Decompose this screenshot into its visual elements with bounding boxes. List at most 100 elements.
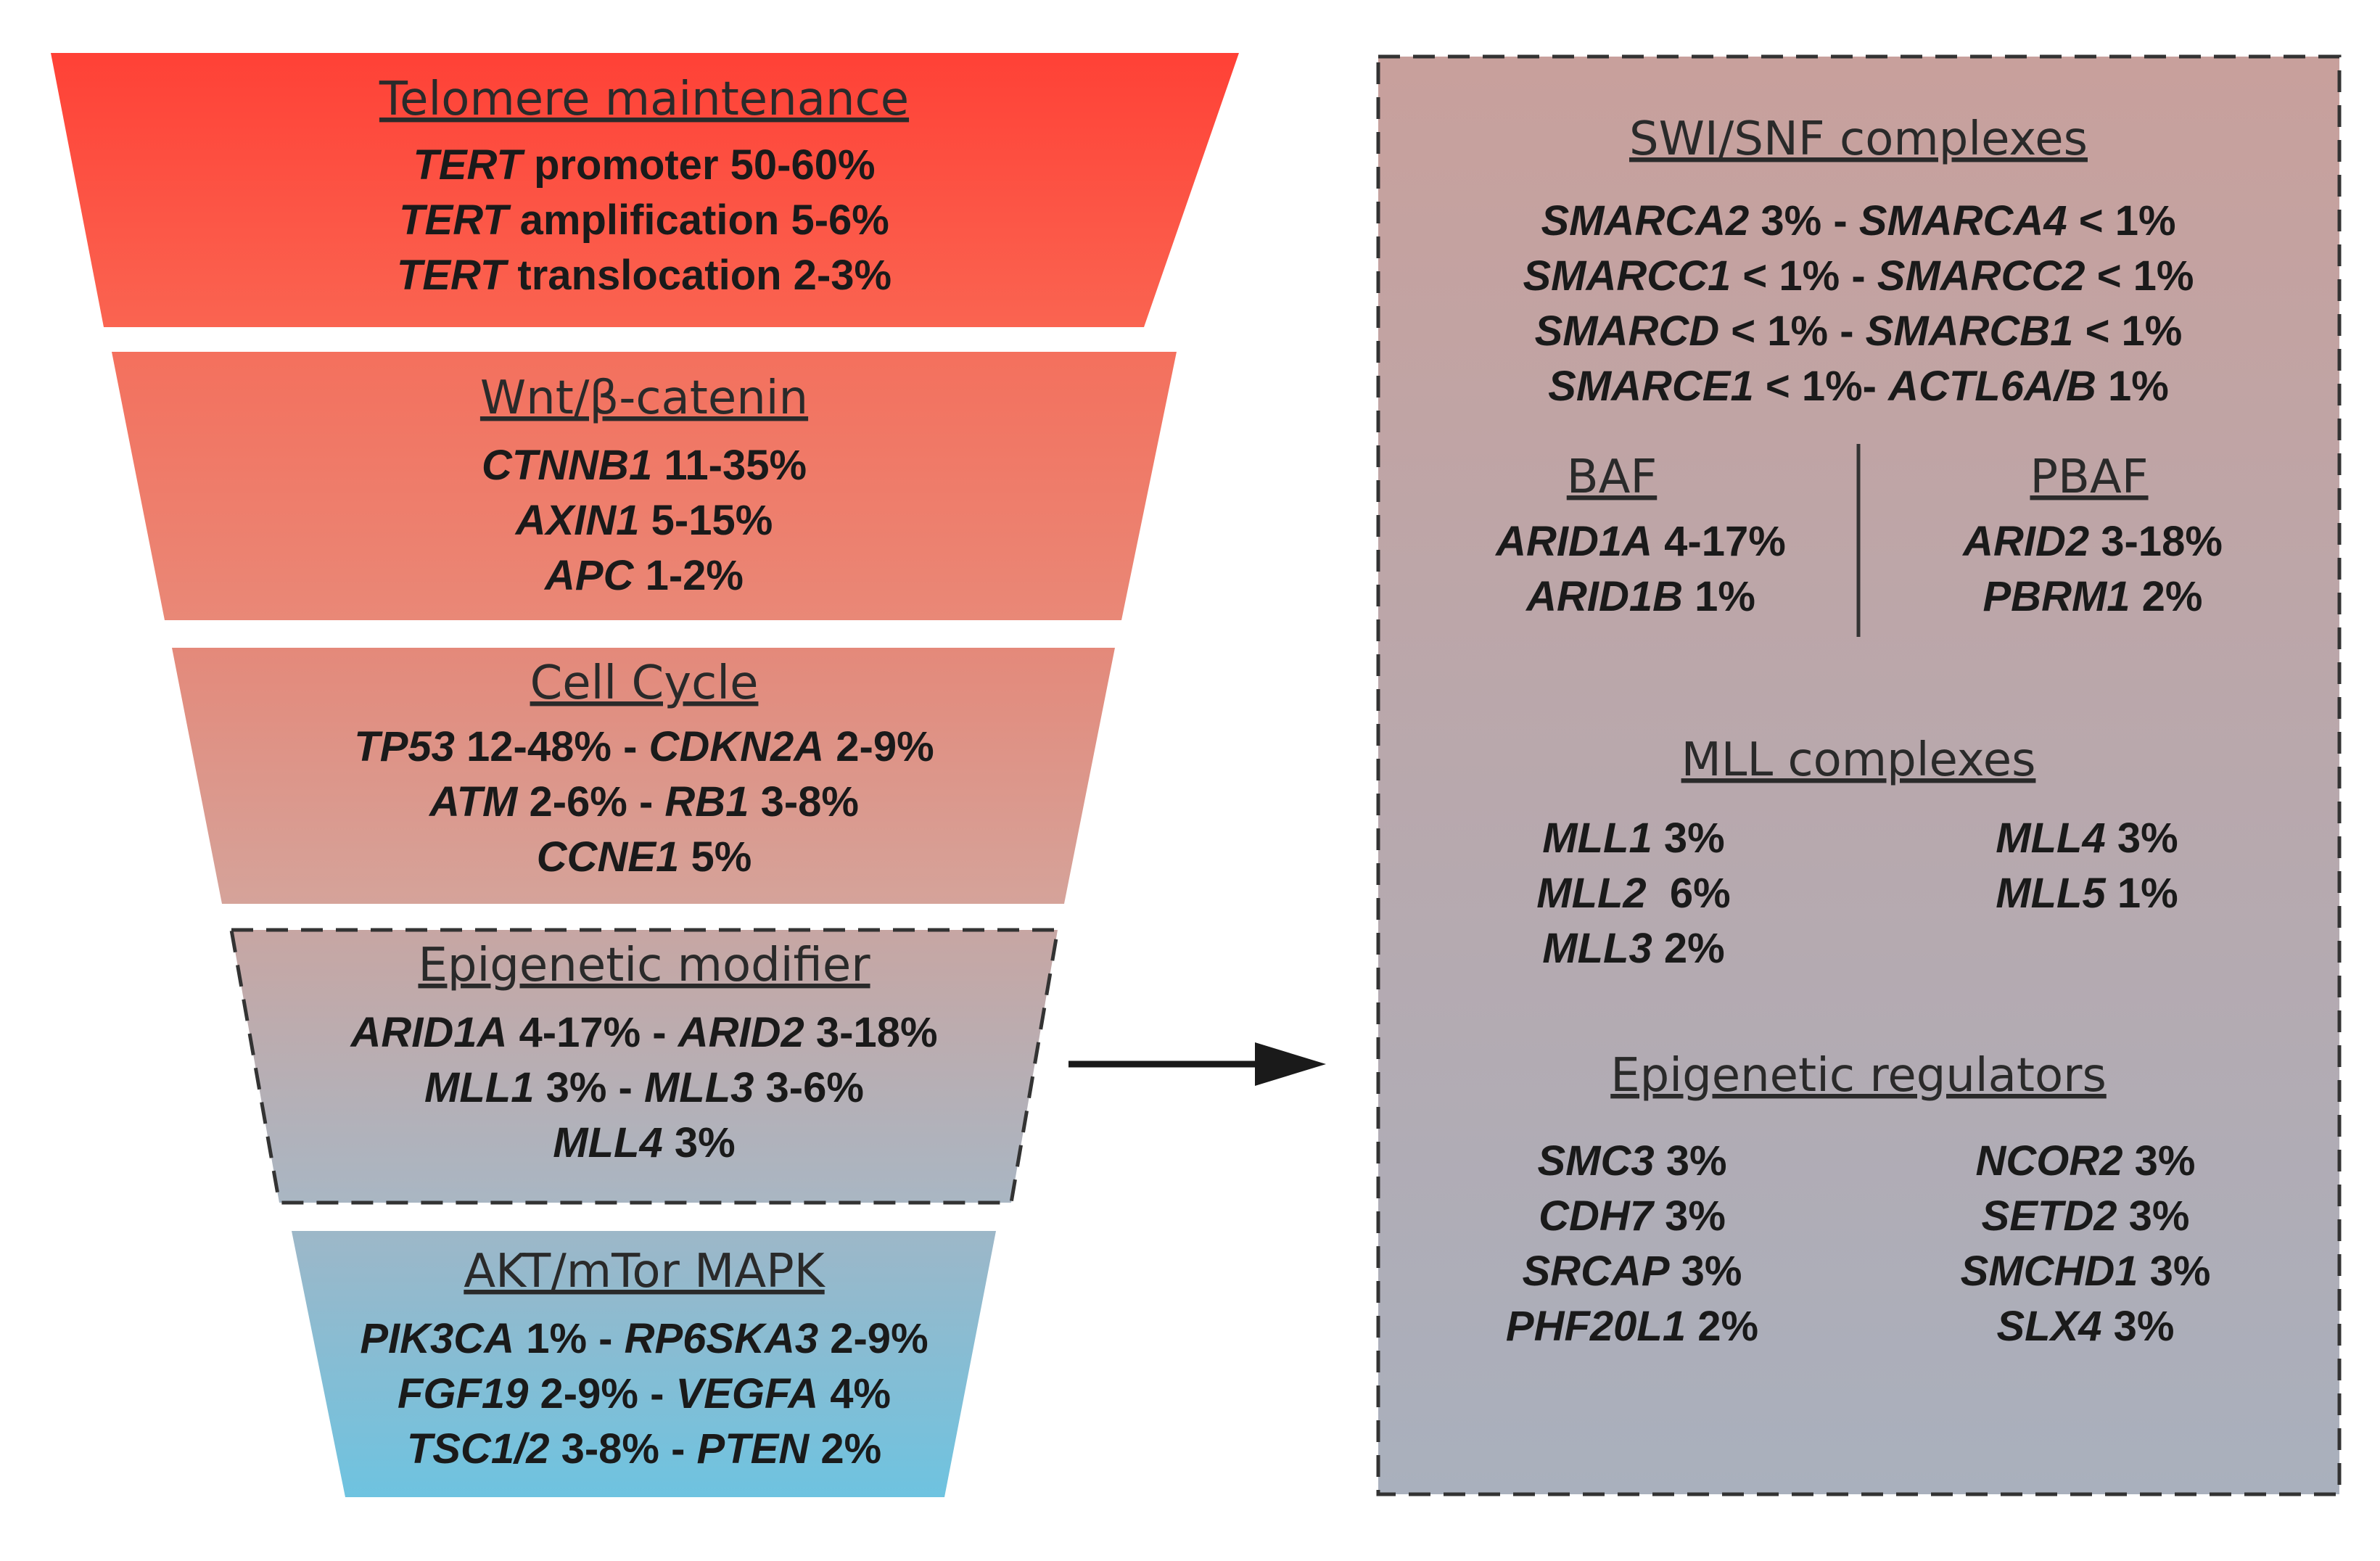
gene-frequency: amplification 5-6% <box>508 197 889 244</box>
gene-frequency: 3% <box>663 1119 736 1166</box>
tier-cell-cycle-line: CCNE1 5% <box>537 833 752 881</box>
gene-symbol: ARID2 <box>677 1009 804 1056</box>
tier-cell-cycle-title: Cell Cycle <box>530 656 759 710</box>
gene-frequency: 3% <box>1653 1193 1726 1240</box>
gene-symbol: TERT <box>397 252 509 299</box>
regulators-left-line: SRCAP 3% <box>1523 1248 1742 1295</box>
tier-wnt-title: Wnt/β-catenin <box>480 371 808 425</box>
tier-akt-shape <box>292 1231 996 1497</box>
tier-akt-title: AKT/mTor MAPK <box>464 1245 825 1298</box>
regulators-right-line: SMCHD1 3% <box>1961 1248 2211 1295</box>
gene-frequency: 3% <box>2106 815 2178 862</box>
tier-epigenetic-line: MLL4 3% <box>553 1119 735 1166</box>
gene-symbol: SMC3 <box>1537 1137 1654 1185</box>
gene-frequency: translocation 2-3% <box>506 252 892 299</box>
arrow-head-icon <box>1255 1042 1326 1086</box>
tier-cell-cycle-shape <box>172 648 1115 904</box>
gene-frequency: 2% <box>1686 1303 1758 1350</box>
gene-frequency: 2-9% <box>824 723 934 770</box>
gene-frequency: < 1% - <box>1731 252 1877 300</box>
baf-line: ARID1A 4-17% <box>1494 518 1786 565</box>
swi-snf-line: SMARCE1 < 1%- ACTL6A/B 1% <box>1548 363 2169 410</box>
gene-frequency: 3% <box>1670 1248 1742 1295</box>
gene-frequency: 3-8% <box>749 778 859 825</box>
gene-frequency: 5-15% <box>640 497 773 544</box>
gene-symbol: MLL5 <box>1996 870 2106 917</box>
gene-frequency: < 1%- <box>1754 363 1888 410</box>
gene-symbol: TERT <box>399 197 511 244</box>
baf-line: ARID1B 1% <box>1525 573 1755 620</box>
gene-frequency: 4-17% <box>1652 518 1786 565</box>
swi-snf-line: SMARCD < 1% - SMARCB1 < 1% <box>1535 308 2183 355</box>
gene-symbol: MLL1 <box>424 1064 534 1111</box>
gene-frequency: 1-2% <box>633 552 744 599</box>
gene-symbol: PTEN <box>697 1425 810 1473</box>
tier-epigenetic-line: MLL1 3% - MLL3 3-6% <box>424 1064 864 1111</box>
pbaf-title: PBAF <box>2030 450 2148 504</box>
mll-left-line: MLL3 2% <box>1542 925 1724 972</box>
gene-symbol: SETD2 <box>1982 1193 2117 1240</box>
gene-symbol: SMARCB1 <box>1866 308 2074 355</box>
tier-epigenetic-title: Epigenetic modifier <box>418 939 870 992</box>
gene-symbol: PHF20L1 <box>1506 1303 1686 1350</box>
gene-symbol: APC <box>543 552 635 599</box>
gene-symbol: ATM <box>428 778 519 825</box>
tier-akt-line: FGF19 2-9% - VEGFA 4% <box>398 1370 891 1417</box>
gene-frequency: 3-6% <box>754 1064 864 1111</box>
gene-symbol: ARID1A <box>1494 518 1652 565</box>
gene-frequency: < 1% <box>2067 197 2176 244</box>
regulators-left-line: CDH7 3% <box>1539 1193 1726 1240</box>
gene-frequency: < 1% <box>2073 308 2182 355</box>
gene-frequency: 4-17% - <box>507 1009 678 1056</box>
gene-symbol: MLL1 <box>1542 815 1652 862</box>
pbaf-line: PBRM1 2% <box>1983 573 2203 620</box>
gene-frequency: 2% <box>2130 573 2203 620</box>
tier-epigenetic-line: ARID1A 4-17% - ARID2 3-18% <box>349 1009 937 1056</box>
tier-epigenetic-shape <box>229 928 1060 1205</box>
tier-epigenetic-modifier: Epigenetic modifier ARID1A 4-17% - ARID2… <box>229 928 1060 1205</box>
tier-telomere-maintenance: Telomere maintenance TERT promoter 50-60… <box>51 53 1239 327</box>
gene-symbol: TSC1/2 <box>407 1425 550 1473</box>
gene-frequency: 6% <box>1647 870 1731 917</box>
tier-wnt-line: CTNNB1 11-35% <box>482 442 807 489</box>
tier-wnt-line: AXIN1 5-15% <box>514 497 773 544</box>
gene-symbol: NCOR2 <box>1976 1137 2123 1185</box>
tier-telomere-line: TERT amplification 5-6% <box>399 197 889 244</box>
gene-frequency: 2-9% - <box>528 1370 675 1417</box>
gene-symbol: MLL3 <box>1542 925 1652 972</box>
tier-wnt-line: APC 1-2% <box>543 552 744 599</box>
gene-symbol: SLX4 <box>1996 1303 2101 1350</box>
tier-cell-cycle: Cell Cycle TP53 12-48% - CDKN2A 2-9% ATM… <box>172 648 1115 904</box>
gene-symbol: RP6SKA3 <box>625 1315 819 1362</box>
regulators-left-line: PHF20L1 2% <box>1506 1303 1758 1350</box>
gene-frequency: 2-9% <box>818 1315 928 1362</box>
gene-frequency: 3% <box>1655 1137 1727 1185</box>
gene-frequency: 3-8% - <box>549 1425 696 1473</box>
gene-symbol: ARID1A <box>349 1009 507 1056</box>
gene-symbol: PIK3CA <box>360 1315 514 1362</box>
regulators-right-line: SETD2 3% <box>1982 1193 2190 1240</box>
swi-snf-title: SWI/SNF complexes <box>1629 112 2088 166</box>
gene-symbol: SMARCC1 <box>1523 252 1731 300</box>
mll-right-line: MLL4 3% <box>1996 815 2178 862</box>
tier-telomere-line: TERT promoter 50-60% <box>413 141 875 189</box>
gene-frequency: 1% <box>2106 870 2178 917</box>
gene-frequency: 3% <box>2123 1137 2196 1185</box>
gene-symbol: FGF19 <box>398 1370 529 1417</box>
gene-symbol: SMARCA4 <box>1859 197 2067 244</box>
gene-symbol: CDH7 <box>1539 1193 1655 1240</box>
swi-snf-line: SMARCC1 < 1% - SMARCC2 < 1% <box>1523 252 2194 300</box>
gene-symbol: AXIN1 <box>514 497 640 544</box>
gene-symbol: CTNNB1 <box>482 442 652 489</box>
tier-cell-cycle-line: TP53 12-48% - CDKN2A 2-9% <box>354 723 934 770</box>
gene-frequency: 2% <box>809 1425 881 1473</box>
gene-frequency: 3% - <box>534 1064 644 1111</box>
regulators-title: Epigenetic regulators <box>1610 1049 2107 1103</box>
gene-frequency: 12-48% - <box>455 723 649 770</box>
expand-arrow <box>1068 1042 1326 1086</box>
gene-symbol: RB1 <box>664 778 749 825</box>
gene-frequency: 3% <box>2138 1248 2210 1295</box>
gene-frequency: promoter 50-60% <box>522 141 876 189</box>
gene-symbol: SRCAP <box>1523 1248 1670 1295</box>
gene-symbol: MLL4 <box>1996 815 2105 862</box>
